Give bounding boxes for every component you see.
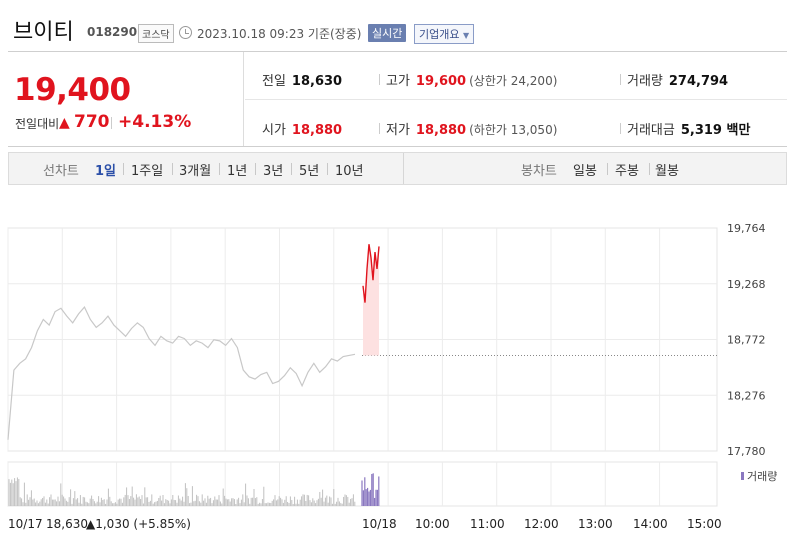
divider xyxy=(123,163,124,175)
chevron-down-icon: ▼ xyxy=(462,31,470,40)
up-triangle-icon: ▲ xyxy=(59,115,70,131)
change-rate: +4.13% xyxy=(118,112,192,132)
x-tick-label: 14:00 xyxy=(633,517,668,531)
divider xyxy=(291,163,292,175)
realtime-button[interactable]: 실시간 xyxy=(368,24,407,42)
divider xyxy=(219,163,220,175)
x-tick-label: 11:00 xyxy=(470,517,505,531)
divider xyxy=(379,74,380,85)
open-price: 시가 18,880 xyxy=(262,123,343,138)
divider xyxy=(255,163,256,175)
trade-amount: 거래대금 5,319 백만 xyxy=(627,123,751,138)
volume: 거래량 274,794 xyxy=(627,74,729,89)
tab-candle-daily[interactable]: 일봉 xyxy=(573,164,597,179)
divider xyxy=(379,123,380,134)
current-price-block: 19,400 전일대비 ▲ 770 +4.13% xyxy=(8,52,244,146)
prev-day-change: ▲1,030 (+5.85%) xyxy=(86,517,191,531)
y-tick-label: 18,772 xyxy=(727,334,766,347)
change-value: 770 xyxy=(74,112,110,132)
tab-period-1d[interactable]: 1일 xyxy=(95,164,117,179)
tab-period-5y[interactable]: 5년 xyxy=(299,164,320,179)
stock-code: 018290 xyxy=(87,25,138,39)
low-price: 저가 18,880 (하한가 13,050) xyxy=(386,123,558,138)
change-label: 전일대비 xyxy=(15,117,60,131)
market-badge: 코스닥 xyxy=(138,24,174,43)
clock-icon xyxy=(179,26,192,39)
x-tick-label: 13:00 xyxy=(578,517,613,531)
divider xyxy=(327,163,328,175)
x-tick-label: 10/17 xyxy=(8,517,43,531)
x-tick-label: 12:00 xyxy=(524,517,559,531)
divider xyxy=(172,163,173,175)
tab-candle-monthly[interactable]: 월봉 xyxy=(655,164,679,179)
prev-close: 전일 18,630 xyxy=(262,74,343,89)
volume-legend-swatch xyxy=(741,472,744,480)
y-tick-label: 17,780 xyxy=(727,445,766,458)
timestamp: 2023.10.18 09:23 기준(장중) xyxy=(197,27,362,41)
candle-chart-label: 봉차트 xyxy=(521,164,557,179)
prev-day-close: 18,630 xyxy=(46,517,88,531)
x-axis-labels: 10/17 10/18 10:00 11:00 12:00 13:00 14:00 15:00 xyxy=(8,517,722,531)
price-series xyxy=(7,244,717,440)
tab-period-1w[interactable]: 1주일 xyxy=(131,164,164,179)
y-tick-label: 18,276 xyxy=(727,389,766,402)
divider xyxy=(620,123,621,134)
tab-candle-weekly[interactable]: 주봉 xyxy=(615,164,639,179)
volume-legend: 거래량 xyxy=(741,470,777,483)
volume-legend-label: 거래량 xyxy=(747,470,777,483)
tab-period-10y[interactable]: 10년 xyxy=(335,164,364,179)
x-tick-label: 10:00 xyxy=(415,517,450,531)
divider xyxy=(649,163,650,175)
company-overview-button[interactable]: 기업개요 ▼ xyxy=(414,24,475,44)
prev-day-summary: 18,630▲1,030 (+5.85%) xyxy=(46,517,191,531)
volume-bars xyxy=(7,461,718,507)
y-axis-ticks: 19,764 19,268 18,772 18,276 17,780 xyxy=(727,222,766,458)
y-tick-label: 19,268 xyxy=(727,278,766,291)
divider xyxy=(245,99,787,100)
line-chart-label: 선차트 xyxy=(43,164,79,179)
today-price-line xyxy=(362,244,380,303)
chart-grid xyxy=(7,227,718,452)
high-price: 고가 19,600 (상한가 24,200) xyxy=(386,74,558,89)
tab-period-3m[interactable]: 3개월 xyxy=(179,164,212,179)
divider xyxy=(111,117,112,129)
tab-period-1y[interactable]: 1년 xyxy=(227,164,248,179)
price-summary: 19,400 전일대비 ▲ 770 +4.13% 전일 18,630 고가 19,6… xyxy=(8,51,787,147)
divider xyxy=(620,74,621,85)
prev-day-price-line xyxy=(7,306,356,440)
divider xyxy=(403,153,404,184)
y-tick-label: 19,764 xyxy=(727,222,766,235)
x-tick-label: 15:00 xyxy=(687,517,722,531)
x-tick-label: 10/18 xyxy=(362,517,397,531)
chart-tabbar: 선차트 1일 1주일 3개월 1년 3년 5년 10년 봉차트 일봉 주봉 월봉 xyxy=(8,152,787,185)
divider xyxy=(607,163,608,175)
stock-name: 브이티 xyxy=(13,20,74,45)
stock-header: 브이티 018290 코스닥 2023.10.18 09:23 기준(장중) 실… xyxy=(0,0,787,48)
current-price: 19,400 xyxy=(14,72,131,108)
tab-period-3y[interactable]: 3년 xyxy=(263,164,284,179)
